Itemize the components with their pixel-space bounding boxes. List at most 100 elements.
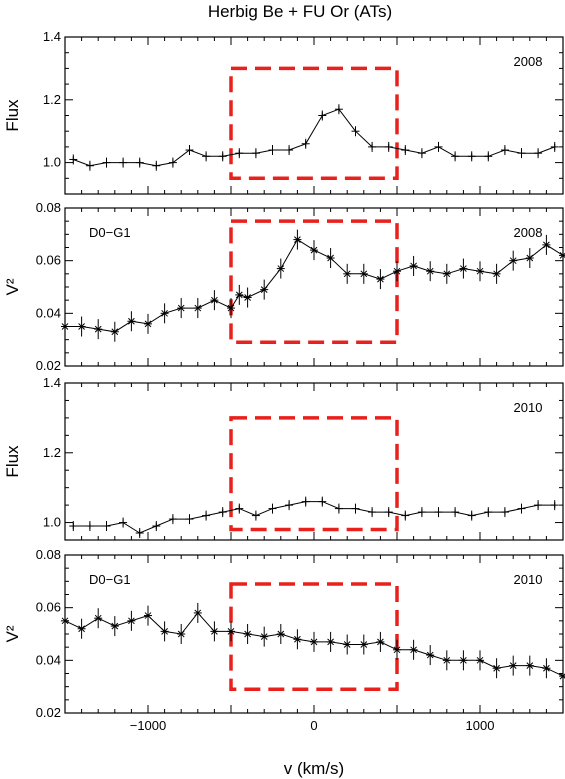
data-point (168, 157, 177, 168)
data-point (260, 279, 269, 300)
data-point (235, 284, 244, 305)
data-point (500, 145, 509, 156)
data-point (467, 151, 476, 162)
data-point (442, 650, 451, 671)
data-point (318, 496, 327, 507)
data-point (251, 510, 260, 521)
data-point (218, 151, 227, 162)
data-point (185, 514, 194, 525)
data-point (185, 145, 194, 156)
data-point (293, 629, 302, 650)
data-point (293, 229, 302, 250)
data-point (243, 624, 252, 644)
data-point (376, 269, 385, 290)
x-tick-label: 0 (310, 718, 317, 733)
data-point (368, 141, 377, 152)
data-point (177, 624, 186, 644)
data-point (384, 141, 393, 152)
data-point (509, 250, 518, 271)
data-point (152, 160, 161, 171)
year-label: 2008 (514, 54, 543, 69)
data-point (359, 263, 368, 284)
data-point (135, 157, 144, 168)
panel-4: 0.02 0.04 0.06 0.08 V² 2010 D0−G1 −1000 0 1000 (3, 547, 565, 733)
figure-title: Herbig Be + FU Or (ATs) (208, 2, 392, 21)
y-tick-label: 1.2 (43, 92, 61, 107)
data-point (542, 234, 551, 255)
data-point (218, 507, 227, 518)
data-point (500, 507, 509, 518)
data-point (77, 618, 86, 639)
data-point (550, 141, 559, 152)
data-point (318, 110, 327, 121)
series-line (73, 501, 555, 534)
data-point (135, 528, 144, 539)
data-point (476, 650, 484, 671)
data-point (285, 500, 294, 511)
year-label: 2008 (514, 225, 543, 240)
data-point (534, 500, 543, 511)
data-point (484, 507, 493, 518)
data-point (542, 658, 551, 679)
data-point (467, 510, 476, 521)
y-tick-label: 1.0 (43, 155, 61, 170)
y-tick-label: 1.4 (43, 29, 61, 44)
data-point (85, 160, 94, 171)
data-point (94, 319, 103, 340)
data-point (168, 514, 177, 525)
data-point (426, 645, 435, 666)
data-point (384, 507, 393, 518)
data-point (94, 608, 103, 629)
data-point (343, 634, 352, 655)
y-axis-label: V² (3, 625, 22, 642)
data-point (110, 321, 119, 342)
data-point (451, 151, 460, 162)
data-point (227, 298, 235, 319)
data-point (517, 503, 526, 514)
data-point (484, 151, 493, 162)
data-point (202, 510, 211, 521)
data-point (119, 157, 128, 168)
y-tick-label: 0.04 (36, 305, 61, 320)
y-tick-label: 0.06 (36, 600, 61, 615)
data-point (301, 496, 310, 507)
data-point (492, 658, 501, 679)
data-point (550, 500, 559, 511)
data-point (61, 610, 69, 631)
data-point (351, 126, 360, 137)
data-point (127, 311, 136, 332)
data-point (417, 507, 426, 518)
data-point (110, 616, 119, 637)
data-point (119, 517, 128, 528)
data-point (409, 639, 418, 660)
y-tick-label: 0.08 (36, 200, 61, 215)
highlight-box (229, 416, 399, 532)
y-tick-label: 1.2 (43, 445, 61, 460)
data-point (144, 605, 152, 626)
y-tick-label: 0.02 (36, 705, 61, 720)
data-point (393, 639, 401, 660)
data-point (127, 610, 136, 631)
data-point (102, 157, 111, 168)
y-tick-label: 0.06 (36, 253, 61, 268)
data-point (326, 248, 335, 269)
data-point (401, 510, 410, 521)
y-axis-label: Flux (3, 445, 22, 478)
panels: 1.0 1.2 1.4 Flux 2008 0.02 0.04 0.06 0.08 V² 2008 D… (3, 29, 565, 733)
data-point (268, 145, 277, 156)
data-point (160, 303, 169, 324)
data-point (534, 148, 543, 159)
data-point (310, 631, 318, 652)
data-point (152, 521, 161, 532)
data-point (69, 154, 78, 165)
data-point (492, 263, 501, 284)
data-point (285, 145, 294, 156)
y-axis-label: V² (3, 278, 22, 295)
data-point (160, 621, 169, 642)
highlight-box (229, 66, 399, 181)
data-point (343, 263, 352, 284)
x-axis-label: v (km/s) (284, 759, 344, 778)
data-point (459, 650, 468, 671)
data-point (426, 261, 435, 282)
